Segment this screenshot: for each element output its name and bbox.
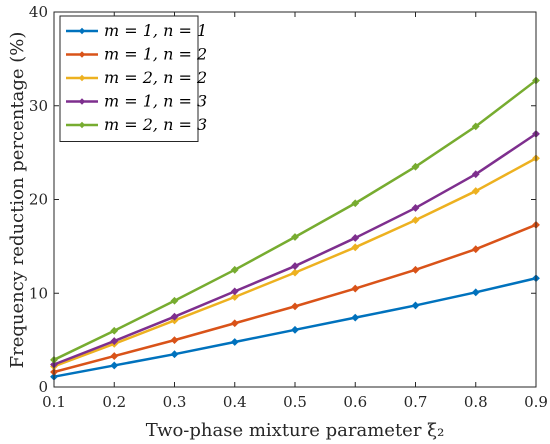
x-tick-label: 0.5 xyxy=(283,393,307,411)
data-point-2-3 xyxy=(170,336,179,345)
legend-label-4: m = 1, n = 3 xyxy=(104,92,207,111)
legend-label-3: m = 2, n = 2 xyxy=(104,68,207,87)
x-tick-label: 0.6 xyxy=(343,393,367,411)
legend-marker-2 xyxy=(78,51,86,58)
data-point-2-2 xyxy=(110,352,119,360)
legend-label-2: m = 1, n = 2 xyxy=(104,45,207,64)
x-tick-label: 0.2 xyxy=(102,393,126,411)
data-point-3-4 xyxy=(230,293,239,301)
legend: m = 1, n = 1 m = 1, n = 2 m = 2, n = 2 m = … xyxy=(59,15,207,142)
data-point-2-7 xyxy=(411,265,420,274)
data-point-4-7 xyxy=(411,204,420,212)
axes-layer: 0.1 0.2 0.3 0.4 0.5 0.6 0.7 0.8 0.9 0 10 20 30 40 xyxy=(29,3,548,411)
data-point-3-8 xyxy=(471,187,480,195)
y-tick-label: 10 xyxy=(29,284,48,302)
data-point-1-8 xyxy=(471,288,480,297)
x-tick-label: 0.1 xyxy=(42,393,66,411)
legend-marker-1 xyxy=(78,27,86,35)
data-point-4-4 xyxy=(230,287,239,296)
x-tick-label: 0.3 xyxy=(163,393,187,411)
data-point-3-5 xyxy=(291,268,299,277)
data-point-2-6 xyxy=(351,284,360,293)
data-point-5-4 xyxy=(230,265,239,274)
data-point-4-2 xyxy=(110,337,119,345)
data-point-5-2 xyxy=(110,326,119,335)
legend-label-1: m = 1, n = 1 xyxy=(104,21,207,40)
legend-label-5: m = 2, n = 3 xyxy=(104,115,207,134)
data-point-5-6 xyxy=(351,199,360,208)
legend-marker-3 xyxy=(78,74,86,82)
data-point-1-5 xyxy=(291,325,299,334)
y-tick-label: 40 xyxy=(29,3,48,21)
data-point-4-5 xyxy=(291,262,299,270)
data-point-4-8 xyxy=(471,170,480,179)
data-point-5-5 xyxy=(291,233,299,241)
data-point-3-7 xyxy=(411,216,420,225)
data-point-5-8 xyxy=(471,122,480,131)
legend-marker-5 xyxy=(78,121,86,129)
x-tick-label: 0.8 xyxy=(464,393,488,411)
x-tick-label: 0.9 xyxy=(524,393,548,411)
data-point-5-3 xyxy=(170,296,179,305)
data-point-2-8 xyxy=(471,245,480,254)
data-point-1-4 xyxy=(230,338,239,346)
data-point-4-6 xyxy=(351,234,360,242)
data-point-1-6 xyxy=(351,313,360,322)
data-point-2-5 xyxy=(291,302,299,311)
x-tick-label: 0.4 xyxy=(223,393,247,411)
data-point-2-4 xyxy=(230,319,239,328)
data-point-3-6 xyxy=(351,243,360,252)
y-tick-label: 20 xyxy=(29,191,48,209)
x-tick-label: 0.7 xyxy=(404,393,428,411)
y-tick-label: 0 xyxy=(38,378,48,396)
data-point-4-3 xyxy=(170,312,179,321)
data-point-1-3 xyxy=(170,350,179,359)
data-point-5-7 xyxy=(411,162,420,171)
data-point-1-7 xyxy=(411,301,420,310)
legend-marker-4 xyxy=(78,98,86,105)
y-axis-label: Frequency reduction percentage (%) xyxy=(7,32,28,369)
y-tick-label: 30 xyxy=(29,97,48,115)
x-axis-label: Two-phase mixture parameter ξ₂ xyxy=(146,420,445,441)
data-point-1-2 xyxy=(110,361,119,370)
